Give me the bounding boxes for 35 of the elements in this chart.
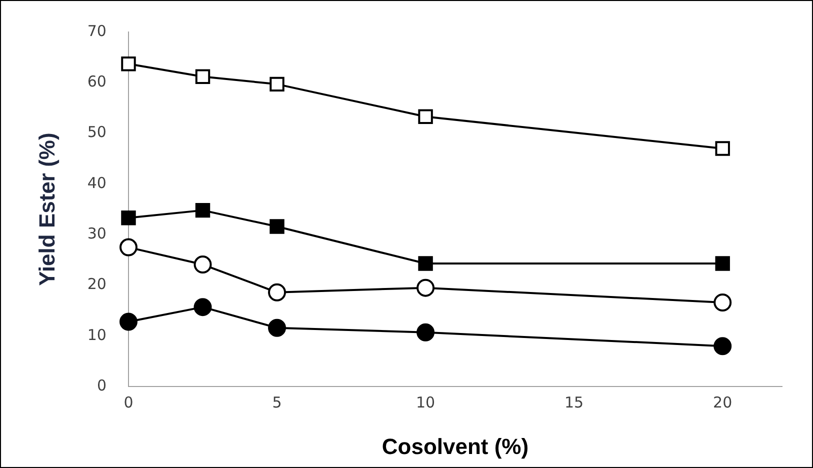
x-tick-label: 0	[124, 393, 134, 412]
y-tick-label: 10	[87, 326, 106, 344]
point	[714, 337, 732, 356]
point	[416, 323, 435, 342]
point	[119, 312, 138, 331]
point	[195, 69, 210, 84]
y-tick-label: 40	[87, 174, 106, 192]
x-axis-title: Cosolvent (%)	[382, 434, 529, 459]
point	[194, 256, 212, 274]
point	[268, 318, 286, 337]
x-tick-label: 5	[272, 393, 282, 412]
y-tick-label: 0	[96, 376, 106, 394]
y-tick-label: 20	[87, 275, 106, 294]
y-tick-label: 30	[87, 224, 106, 243]
x-tick-label: 15	[564, 393, 584, 412]
point	[270, 76, 284, 92]
point	[715, 141, 730, 156]
point	[121, 56, 136, 72]
point	[268, 283, 286, 302]
point	[121, 210, 136, 226]
point	[119, 238, 138, 256]
y-tick-label: 60	[87, 72, 106, 91]
y-tick-label: 70	[87, 22, 106, 40]
x-tick-label: 10	[416, 393, 436, 412]
point	[418, 256, 433, 271]
point	[714, 294, 732, 312]
point	[194, 298, 212, 316]
point	[416, 278, 435, 297]
point	[715, 256, 730, 271]
point	[418, 109, 433, 124]
x-tick-label: 20	[713, 393, 732, 412]
y-tick-label: 50	[87, 123, 106, 142]
point	[195, 202, 210, 218]
y-axis-title: Yield Ester (%)	[34, 132, 60, 286]
point	[270, 219, 284, 234]
